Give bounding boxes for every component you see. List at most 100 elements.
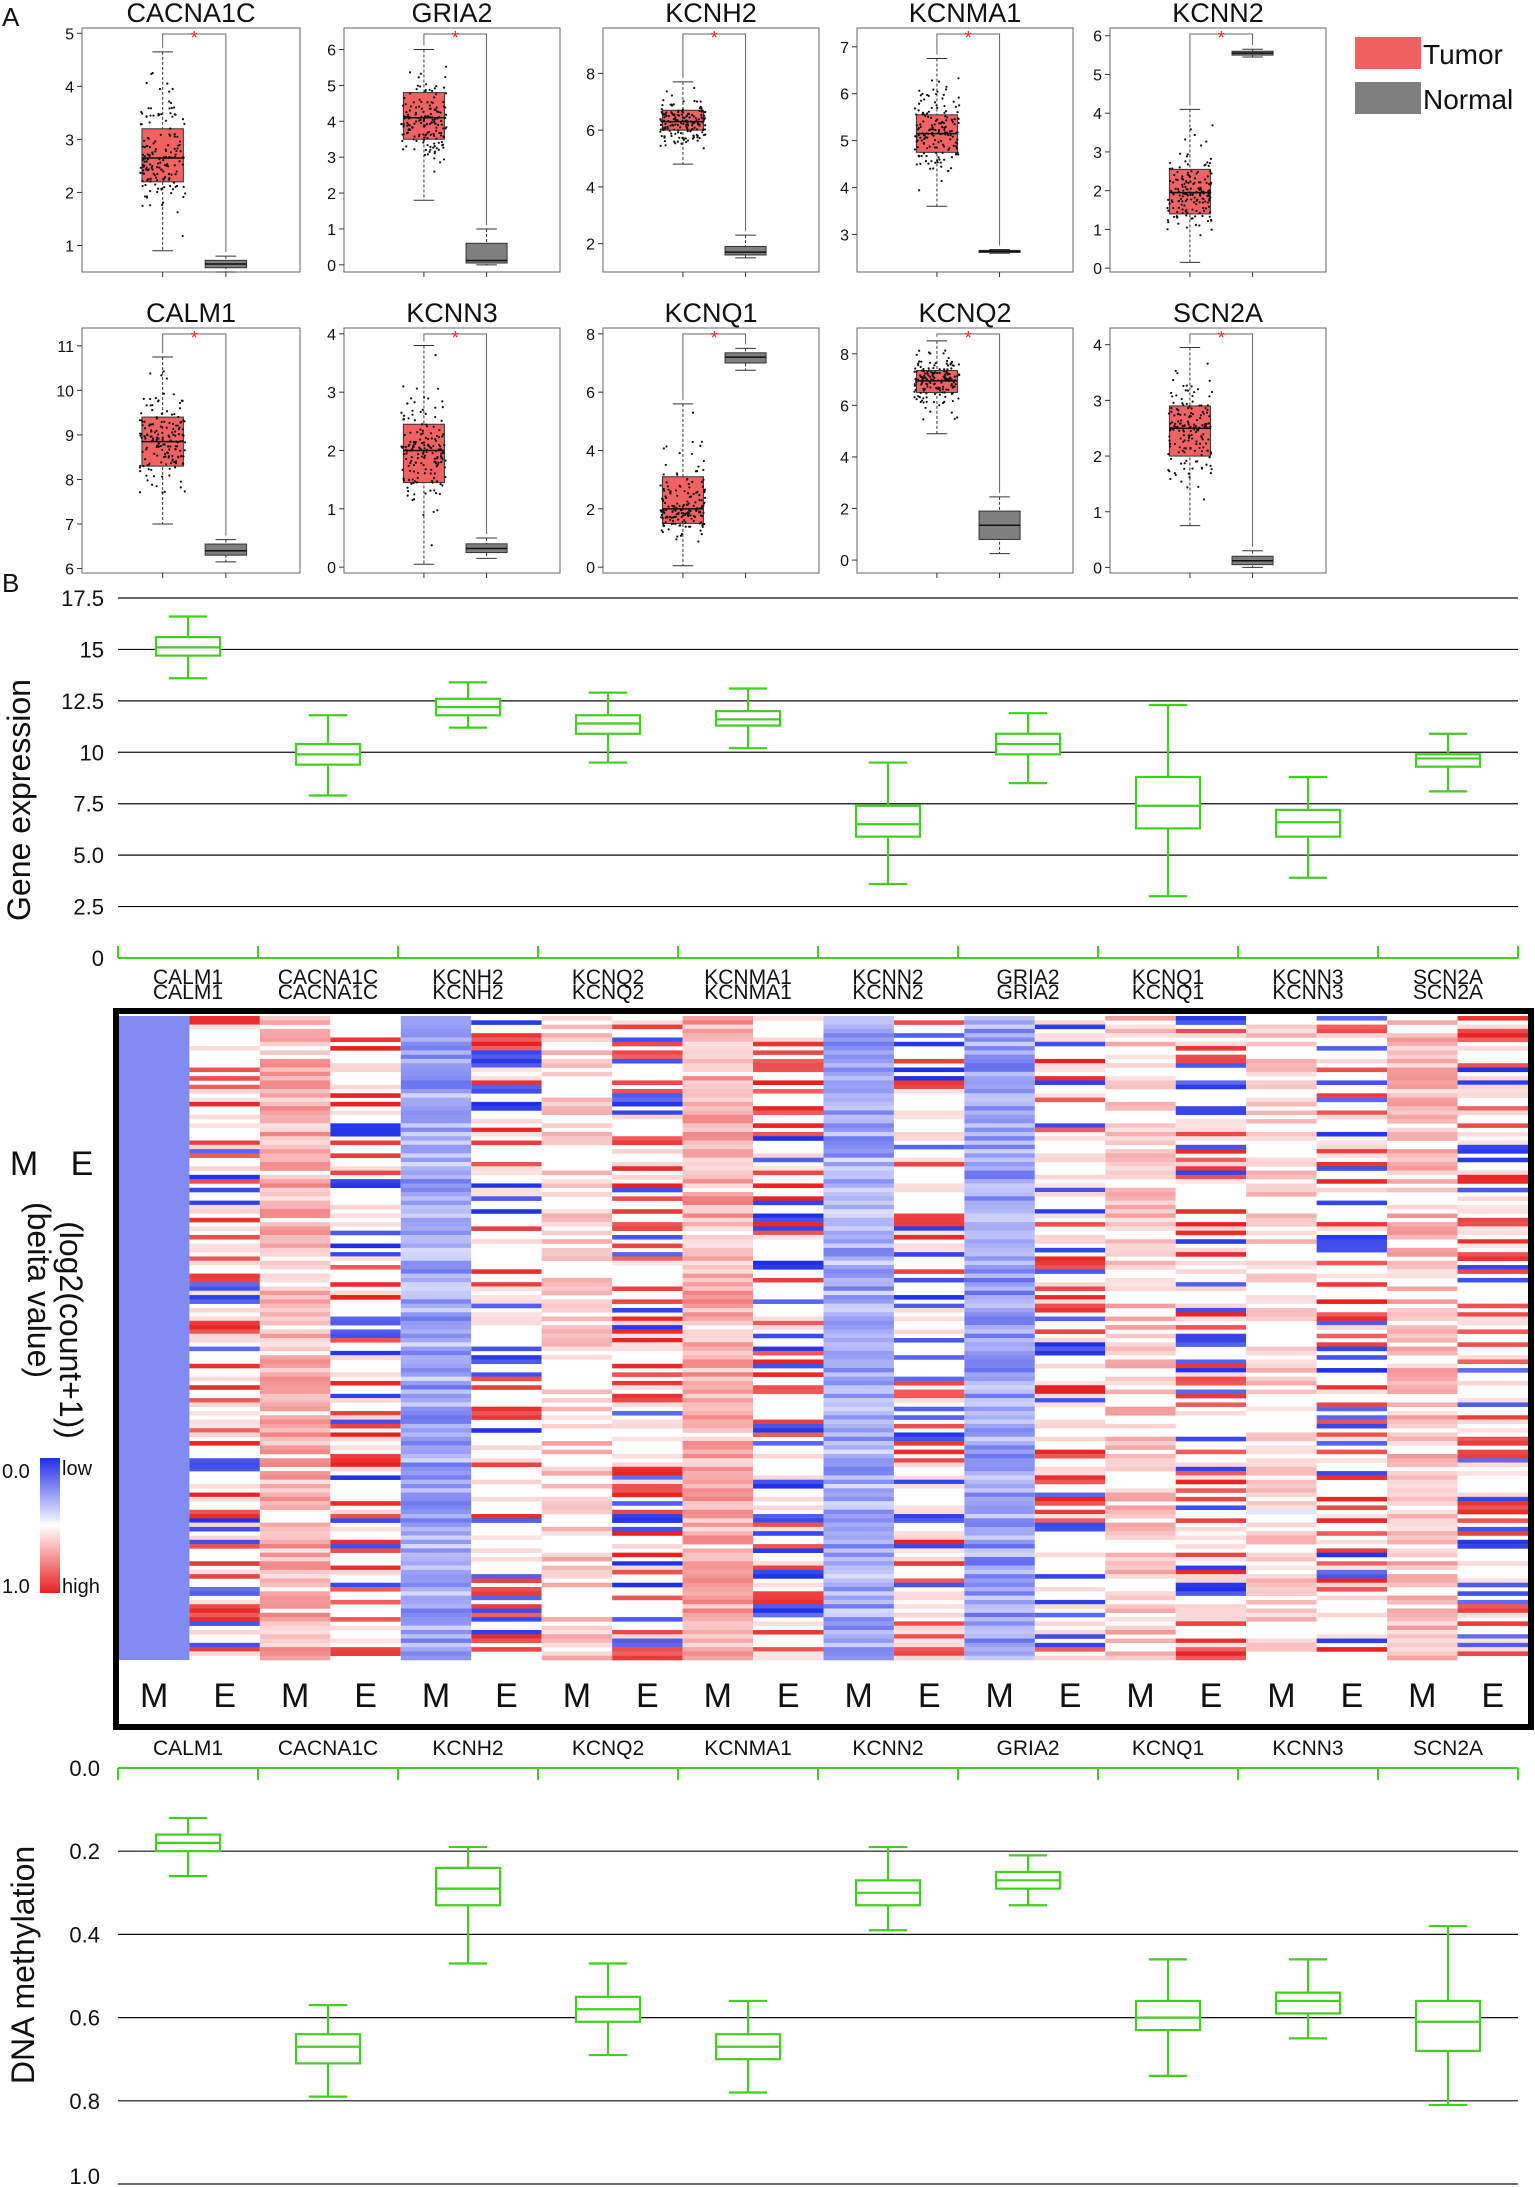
heat-cell (1105, 1149, 1176, 1154)
point (408, 478, 411, 482)
heat-cell (259, 1359, 331, 1365)
point (166, 82, 169, 85)
heat-cell (1457, 1604, 1528, 1609)
significance-star: * (452, 28, 459, 48)
point (437, 436, 441, 439)
heat-cell (1457, 1239, 1528, 1244)
point (423, 396, 426, 399)
point (674, 509, 677, 512)
heat-cell (964, 1410, 1035, 1416)
heat-cell (823, 1161, 894, 1167)
point (957, 363, 960, 366)
heat-cell (682, 1320, 754, 1326)
point (1178, 194, 1181, 197)
point (1188, 415, 1191, 419)
heat-cell (259, 1144, 331, 1150)
heat-cell (259, 1376, 331, 1382)
point (1207, 193, 1210, 196)
heat-cell (541, 1466, 613, 1472)
point (950, 155, 954, 159)
point (162, 201, 165, 204)
box-group (994, 712, 1062, 785)
point (172, 433, 175, 436)
heat-cell (259, 1157, 331, 1163)
heat-cell (471, 1067, 542, 1073)
point (1188, 175, 1192, 178)
point (434, 93, 438, 96)
heat-cell (753, 1483, 824, 1489)
point (949, 376, 952, 379)
heat-cell (1457, 1651, 1528, 1657)
heat-cell (964, 1187, 1035, 1193)
heat-cell (682, 1359, 754, 1365)
point (154, 140, 157, 143)
point (415, 481, 418, 484)
point (661, 112, 664, 115)
point (162, 370, 165, 373)
point (939, 133, 942, 136)
heat-cell (1457, 1526, 1528, 1532)
heat-cell (259, 1273, 331, 1279)
heat-cell (682, 1385, 754, 1390)
point (1177, 206, 1180, 209)
heat-cell (1246, 1161, 1317, 1167)
heat-cell (1034, 1213, 1106, 1219)
point (440, 141, 443, 144)
point (1179, 422, 1182, 425)
point (141, 158, 145, 161)
heat-cell (682, 1419, 754, 1425)
point (676, 123, 679, 127)
heat-cell (259, 1617, 331, 1622)
point (423, 456, 426, 459)
point (433, 489, 436, 492)
heatmap-sub-label: E (1059, 1677, 1082, 1715)
heat-cell (1034, 1398, 1106, 1403)
heat-cell (1034, 1552, 1106, 1558)
heat-cell (823, 1277, 894, 1283)
heat-cell (964, 1342, 1035, 1347)
heat-cell (471, 1170, 542, 1176)
point (149, 114, 152, 117)
heat-cell (400, 1496, 472, 1502)
heat-cell (682, 1101, 754, 1107)
heat-cell (823, 1234, 894, 1240)
heat-cell (964, 1303, 1035, 1309)
point (1188, 476, 1191, 479)
subplot-title: KCNH2 (665, 0, 757, 28)
point (950, 129, 953, 133)
point (698, 109, 701, 112)
heat-cell (682, 1638, 754, 1644)
point (677, 111, 680, 114)
point (1179, 413, 1182, 417)
heat-cell (612, 1342, 683, 1347)
point (957, 153, 960, 156)
point (699, 514, 703, 517)
heat-cell (612, 1531, 683, 1536)
heat-cell (612, 1299, 683, 1304)
heat-cell (1316, 1471, 1388, 1476)
heat-cell (612, 1333, 683, 1339)
heat-cell (1175, 1286, 1247, 1292)
heat-cell (1105, 1535, 1176, 1541)
point (913, 107, 917, 110)
heat-cell (612, 1316, 683, 1322)
colorbar-high-label: high (62, 1576, 100, 1598)
significance-bracket (936, 33, 1001, 246)
point (169, 112, 172, 115)
heat-cell (259, 1123, 331, 1128)
point (659, 123, 663, 127)
heat-cell (1105, 1024, 1176, 1030)
point (1183, 413, 1186, 416)
heat-cell (1105, 1054, 1176, 1060)
heat-cell (753, 1153, 824, 1158)
point (676, 502, 679, 505)
point (1206, 219, 1210, 223)
heat-cell (823, 1282, 894, 1287)
y-tick-label: 6 (840, 398, 849, 415)
heat-cell (823, 1629, 894, 1635)
heat-cell (682, 1423, 754, 1429)
heat-cell (1175, 1608, 1247, 1614)
heat-cell (964, 1097, 1035, 1103)
heat-cell (964, 1024, 1035, 1030)
point (149, 189, 152, 193)
